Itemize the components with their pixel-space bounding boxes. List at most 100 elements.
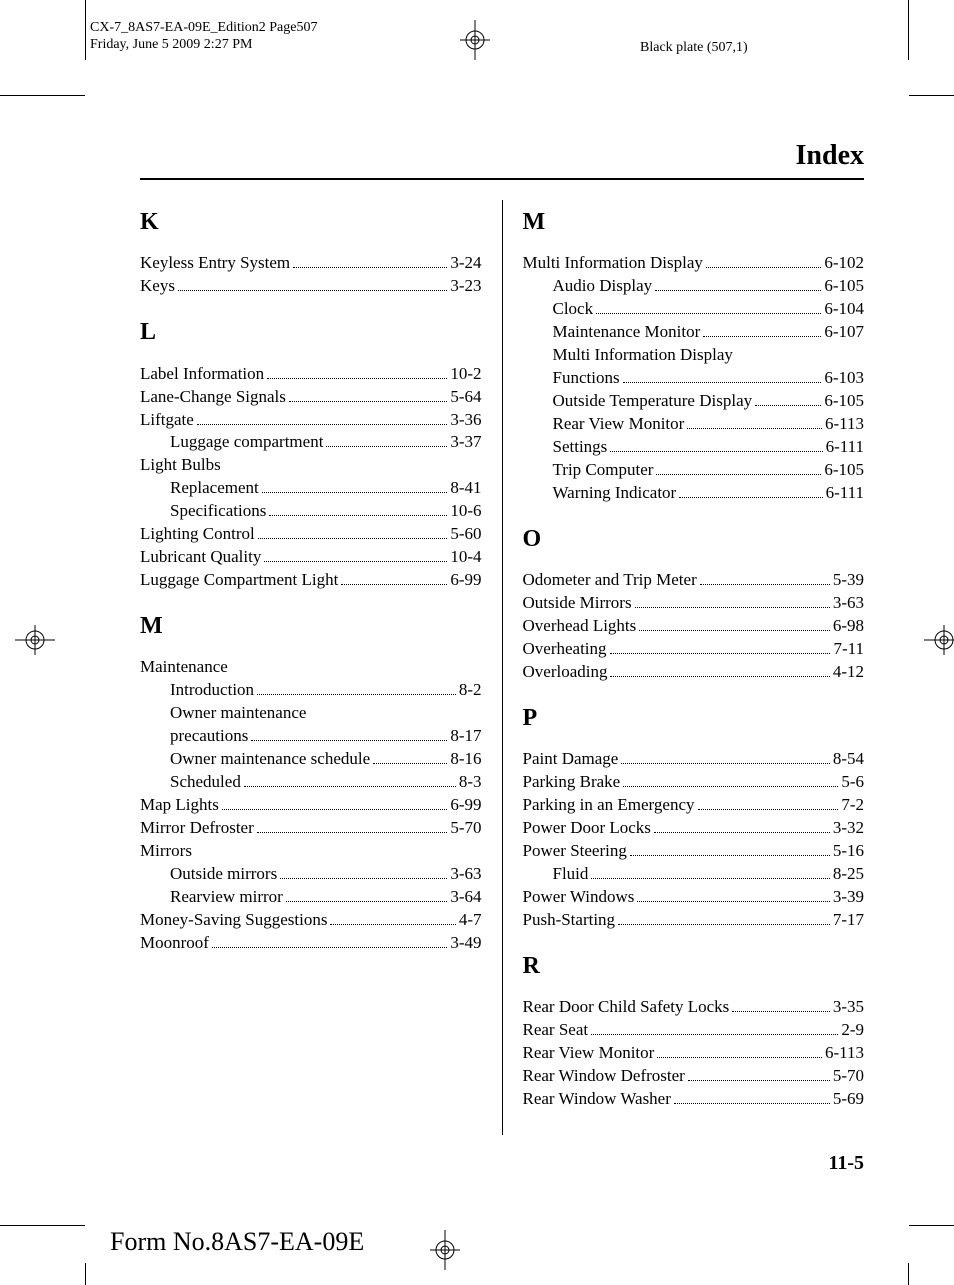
- leader-dots: [251, 740, 447, 741]
- leader-dots: [178, 290, 447, 291]
- index-entry: Lighting Control5-60: [140, 523, 482, 546]
- index-entry-page: 6-103: [824, 367, 864, 390]
- index-entry-label: Luggage compartment: [170, 431, 323, 454]
- index-entry: Power Door Locks3-32: [523, 817, 865, 840]
- index-entry-label: Audio Display: [553, 275, 653, 298]
- crop-mark: [85, 0, 86, 60]
- index-entry-page: 6-105: [824, 275, 864, 298]
- index-entry-label: Maintenance Monitor: [553, 321, 701, 344]
- index-entry-page: 3-63: [833, 592, 864, 615]
- index-columns: KKeyless Entry System3-24Keys3-23LLabel …: [140, 200, 864, 1135]
- index-entry-page: 6-99: [450, 794, 481, 817]
- crop-mark: [85, 1263, 86, 1285]
- index-entry: Replacement8-41: [140, 477, 482, 500]
- leader-dots: [244, 786, 456, 787]
- leader-dots: [258, 538, 448, 539]
- index-entry-label: Rear Seat: [523, 1019, 589, 1042]
- index-entry-label: Money-Saving Suggestions: [140, 909, 327, 932]
- index-entry: Rear Window Washer5-69: [523, 1088, 865, 1111]
- index-entry: Maintenance Monitor6-107: [523, 321, 865, 344]
- form-number: Form No.8AS7-EA-09E: [110, 1227, 364, 1257]
- index-entry-page: 8-3: [459, 771, 482, 794]
- index-entry-label: Rear View Monitor: [553, 413, 685, 436]
- index-entry: Rearview mirror3-64: [140, 886, 482, 909]
- leader-dots: [635, 607, 830, 608]
- index-entry-label: Outside Temperature Display: [553, 390, 753, 413]
- index-entry: Fluid8-25: [523, 863, 865, 886]
- index-entry: Rear View Monitor 6-113: [523, 413, 865, 436]
- index-entry: Keys3-23: [140, 275, 482, 298]
- registration-mark-icon: [15, 625, 45, 655]
- crop-mark: [909, 1225, 954, 1226]
- index-entry: Paint Damage8-54: [523, 748, 865, 771]
- leader-dots: [679, 497, 822, 498]
- index-entry-page: 5-70: [833, 1065, 864, 1088]
- registration-mark-icon: [460, 20, 490, 50]
- index-entry-page: 6-111: [826, 436, 864, 459]
- index-entry-label: Outside mirrors: [170, 863, 277, 886]
- index-entry-page: 7-11: [833, 638, 864, 661]
- index-entry-label: Owner maintenance schedule: [170, 748, 370, 771]
- index-entry: Mirror Defroster5-70: [140, 817, 482, 840]
- index-entry: Push-Starting7-17: [523, 909, 865, 932]
- index-entry-label: Push-Starting: [523, 909, 616, 932]
- index-heading: Maintenance: [140, 656, 482, 679]
- leader-dots: [341, 584, 447, 585]
- leader-dots: [596, 313, 821, 314]
- index-entry-page: 6-113: [825, 413, 864, 436]
- index-heading: Owner maintenance: [140, 702, 482, 725]
- index-entry: Power Steering5-16: [523, 840, 865, 863]
- index-letter: M: [523, 206, 865, 238]
- index-entry-label: precautions: [170, 725, 248, 748]
- index-entry: Parking Brake5-6: [523, 771, 865, 794]
- index-letter: O: [523, 523, 865, 555]
- crop-mark: [908, 0, 909, 60]
- index-heading: Multi Information Display: [523, 344, 865, 367]
- index-entry-label: Rear Window Defroster: [523, 1065, 685, 1088]
- index-entry: Keyless Entry System3-24: [140, 252, 482, 275]
- index-entry: Specifications10-6: [140, 500, 482, 523]
- index-heading: Mirrors: [140, 840, 482, 863]
- index-entry-page: 8-25: [833, 863, 864, 886]
- crop-mark: [909, 95, 954, 96]
- index-entry: Moonroof3-49: [140, 932, 482, 955]
- index-entry-page: 5-39: [833, 569, 864, 592]
- index-entry: Overhead Lights6-98: [523, 615, 865, 638]
- crop-mark: [0, 95, 85, 96]
- index-entry-page: 8-41: [450, 477, 481, 500]
- index-entry-page: 3-36: [450, 409, 481, 432]
- index-entry-label: Keys: [140, 275, 175, 298]
- index-entry: Label Information10-2: [140, 363, 482, 386]
- doc-id: CX-7_8AS7-EA-09E_Edition2 Page507: [90, 20, 317, 37]
- leader-dots: [326, 446, 447, 447]
- index-entry-page: 4-12: [833, 661, 864, 684]
- index-entry-label: Parking Brake: [523, 771, 621, 794]
- index-entry: Clock6-104: [523, 298, 865, 321]
- leader-dots: [700, 584, 830, 585]
- index-entry: Outside Temperature Display6-105: [523, 390, 865, 413]
- doc-timestamp: Friday, June 5 2009 2:27 PM: [90, 37, 317, 54]
- leader-dots: [269, 515, 447, 516]
- index-entry: Luggage Compartment Light6-99: [140, 569, 482, 592]
- leader-dots: [610, 653, 831, 654]
- index-entry-label: Outside Mirrors: [523, 592, 632, 615]
- index-entry: Introduction8-2: [140, 679, 482, 702]
- index-entry-page: 10-6: [450, 500, 481, 523]
- index-entry-label: Overheating: [523, 638, 607, 661]
- index-entry: Outside Mirrors 3-63: [523, 592, 865, 615]
- index-entry-page: 5-69: [833, 1088, 864, 1111]
- index-entry-page: 3-37: [450, 431, 481, 454]
- leader-dots: [280, 878, 447, 879]
- index-entry-page: 3-64: [450, 886, 481, 909]
- header-meta: CX-7_8AS7-EA-09E_Edition2 Page507 Friday…: [90, 20, 317, 54]
- index-entry-label: Multi Information Display: [523, 252, 703, 275]
- index-entry: Rear Door Child Safety Locks3-35: [523, 996, 865, 1019]
- index-entry-page: 8-54: [833, 748, 864, 771]
- leader-dots: [591, 878, 829, 879]
- index-entry-label: Functions: [553, 367, 620, 390]
- index-entry: Rear Seat2-9: [523, 1019, 865, 1042]
- index-entry: Warning Indicator6-111: [523, 482, 865, 505]
- index-letter: K: [140, 206, 482, 238]
- leader-dots: [623, 382, 822, 383]
- leader-dots: [286, 901, 448, 902]
